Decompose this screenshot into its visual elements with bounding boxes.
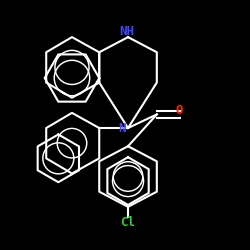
Text: O: O	[176, 104, 183, 117]
Text: N: N	[118, 122, 126, 134]
Text: NH: NH	[119, 26, 134, 38]
Text: Cl: Cl	[120, 216, 136, 229]
